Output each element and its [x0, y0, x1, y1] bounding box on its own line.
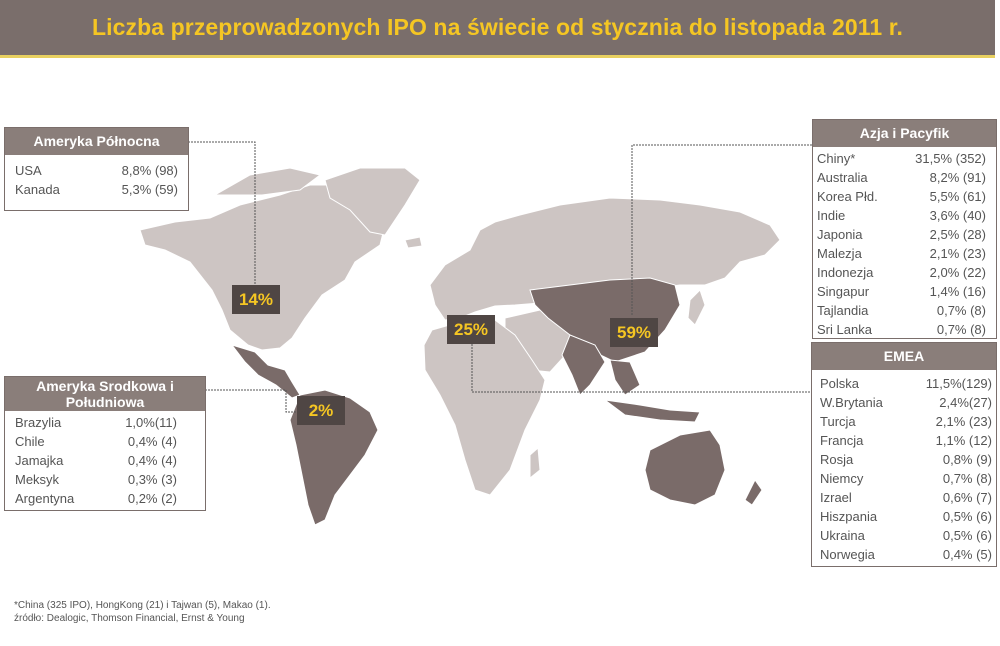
- panel-asia-pacific: Azja i Pacyfik Chiny* 31,5% (352) Austral…: [812, 119, 997, 339]
- table-row: Indonezja 2,0% (22): [817, 265, 986, 280]
- table-row: Chiny* 31,5% (352): [817, 151, 986, 166]
- panel-north-america: Ameryka Północna USA 8,8% (98) Kanada 5,3%…: [4, 127, 189, 211]
- panel-header: Ameryka Srodkowa i Południowa: [5, 377, 205, 411]
- table-row: Korea Płd. 5,5% (61): [817, 189, 986, 204]
- panel-header: EMEA: [812, 343, 996, 370]
- table-row: W.Brytania 2,4%(27): [820, 395, 992, 410]
- table-row: Argentyna 0,2% (2): [15, 491, 177, 506]
- connector-latin-america: [205, 389, 297, 413]
- table-row: Malezja 2,1% (23): [817, 246, 986, 261]
- title-bar: Liczba przeprowadzonych IPO na świecie o…: [0, 0, 995, 58]
- connector-north-america: [188, 141, 256, 288]
- table-row: Turcja 2,1% (23): [820, 414, 992, 429]
- table-row: Sri Lanka 0,7% (8): [817, 322, 986, 337]
- world-map: [139, 141, 812, 526]
- table-row: USA 8,8% (98): [15, 163, 178, 178]
- badge-north-america: 14%: [232, 285, 280, 314]
- table-row: Chile 0,4% (4): [15, 434, 177, 449]
- panel-header: Ameryka Północna: [5, 128, 188, 155]
- table-row: Rosja 0,8% (9): [820, 452, 992, 467]
- connector-emea: [471, 344, 810, 393]
- table-row: Polska 11,5%(129): [820, 376, 992, 391]
- badge-asia-pacific: 59%: [610, 318, 658, 347]
- table-row: Francja 1,1% (12): [820, 433, 992, 448]
- table-row: Norwegia 0,4% (5): [820, 547, 992, 562]
- panel-emea: EMEA Polska 11,5%(129) W.Brytania 2,4%(27)…: [811, 342, 997, 567]
- table-row: Kanada 5,3% (59): [15, 182, 178, 197]
- footnote: *China (325 IPO), HongKong (21) i Tajwan…: [14, 599, 271, 625]
- table-row: Hiszpania 0,5% (6): [820, 509, 992, 524]
- table-row: Tajlandia 0,7% (8): [817, 303, 986, 318]
- africa-shape: [423, 319, 546, 496]
- table-row: Niemcy 0,7% (8): [820, 471, 992, 486]
- table-row: Meksyk 0,3% (3): [15, 472, 177, 487]
- page-title: Liczba przeprowadzonych IPO na świecie o…: [91, 14, 904, 40]
- panel-header: Azja i Pacyfik: [813, 120, 996, 147]
- table-row: Australia 8,2% (91): [817, 170, 986, 185]
- table-row: Izrael 0,6% (7): [820, 490, 992, 505]
- india-shape: [561, 334, 606, 396]
- greenland-shape: [324, 167, 421, 236]
- table-row: Brazylia 1,0%(11): [15, 415, 177, 430]
- australia-shape: [644, 429, 726, 506]
- source-note: źródło: Dealogic, Thomson Financial, Ern…: [14, 613, 245, 624]
- badge-emea: 25%: [447, 315, 495, 344]
- table-row: Jamajka 0,4% (4): [15, 453, 177, 468]
- north-america-shape: [139, 184, 386, 351]
- badge-latin-america: 2%: [297, 396, 345, 425]
- panel-latin-america: Ameryka Srodkowa i Południowa Brazylia 1,…: [4, 376, 206, 511]
- connector-asia-pacific: [631, 144, 812, 315]
- table-row: Ukraina 0,5% (6): [820, 528, 992, 543]
- footnote-china: *China (325 IPO), HongKong (21) i Tajwan…: [14, 600, 271, 611]
- table-row: Indie 3,6% (40): [817, 208, 986, 223]
- eurasia-shape: [429, 197, 781, 321]
- table-row: Japonia 2,5% (28): [817, 227, 986, 242]
- table-row: Singapur 1,4% (16): [817, 284, 986, 299]
